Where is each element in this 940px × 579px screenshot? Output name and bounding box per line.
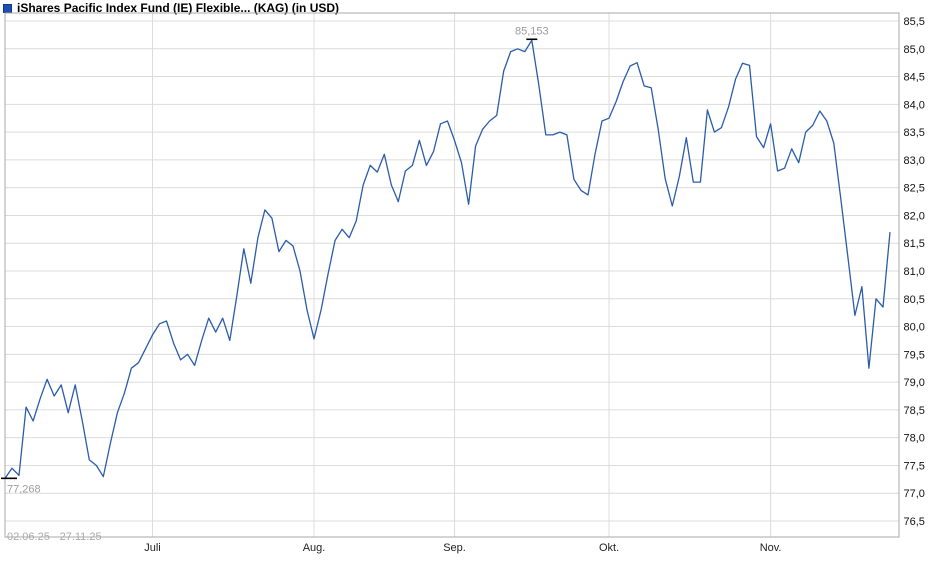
x-axis-month-label: Nov. xyxy=(760,542,782,554)
max-value-annotation: 85,153 xyxy=(515,25,549,37)
min-value-annotation: 77,268 xyxy=(7,483,41,495)
price-line xyxy=(4,39,891,479)
plot-frame xyxy=(4,12,900,538)
y-axis-tick-label: 81,5 xyxy=(904,238,925,250)
x-axis-month-label: Sep. xyxy=(443,542,466,554)
y-axis-tick-label: 78,0 xyxy=(904,433,925,445)
chart-header: iShares Pacific Index Fund (IE) Flexible… xyxy=(3,1,339,15)
y-axis-tick-label: 79,5 xyxy=(904,349,925,361)
y-axis-tick-label: 84,5 xyxy=(904,72,925,84)
y-axis-tick-label: 83,5 xyxy=(904,127,925,139)
y-axis-tick-label: 80,5 xyxy=(904,294,925,306)
y-axis-tick-label: 82,0 xyxy=(904,210,925,222)
x-axis-month-label: Okt. xyxy=(599,542,619,554)
y-axis-tick-label: 77,0 xyxy=(904,488,925,500)
x-axis-month-label: Juli xyxy=(144,542,161,554)
y-axis-tick-label: 79,0 xyxy=(904,377,925,389)
y-axis-tick-label: 83,0 xyxy=(904,155,925,167)
y-axis-tick-label: 77,5 xyxy=(904,460,925,472)
y-axis-tick-label: 84,0 xyxy=(904,99,925,111)
series-marker-icon xyxy=(3,3,12,13)
y-axis-tick-label: 85,0 xyxy=(904,44,925,56)
y-axis-tick-label: 80,0 xyxy=(904,322,925,334)
y-axis-tick-label: 76,5 xyxy=(904,516,925,528)
y-axis-tick-label: 82,5 xyxy=(904,183,925,195)
y-axis-tick-label: 78,5 xyxy=(904,405,925,417)
chart-title: iShares Pacific Index Fund (IE) Flexible… xyxy=(17,1,340,15)
period-range-label: 02.06.25 - 27.11.25 xyxy=(7,531,102,543)
y-axis-tick-label: 85,5 xyxy=(904,16,925,28)
y-axis-tick-label: 81,0 xyxy=(904,266,925,278)
x-axis-month-label: Aug. xyxy=(303,542,326,554)
